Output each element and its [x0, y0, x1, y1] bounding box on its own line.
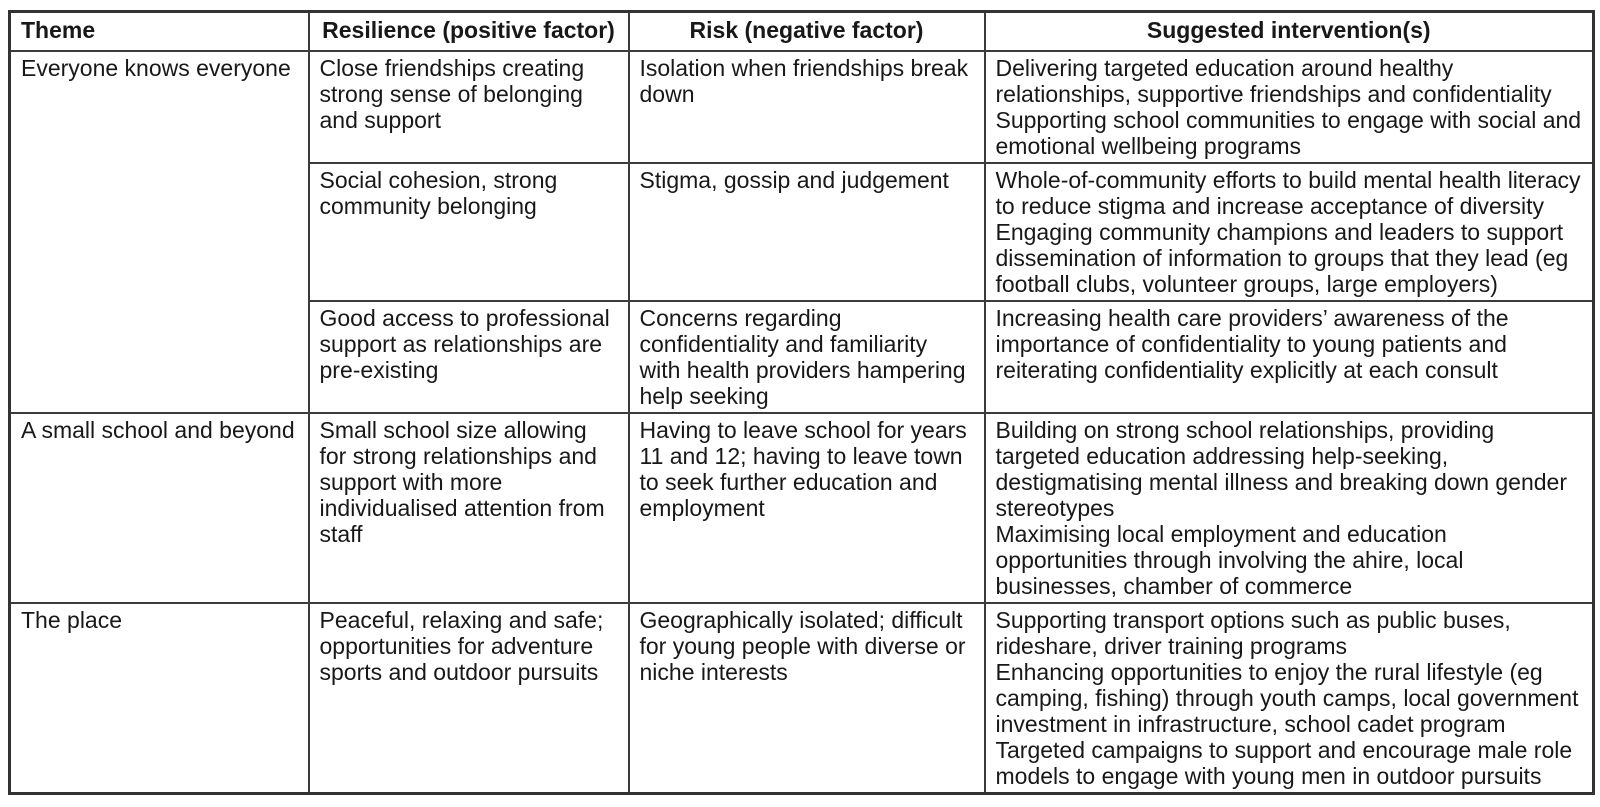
intervention-item: Whole-of-community efforts to build ment…	[995, 167, 1581, 219]
intervention-item: Supporting transport options such as pub…	[995, 607, 1511, 659]
theme-cell: A small school and beyond	[8, 412, 310, 604]
table-row: A small school and beyond Small school s…	[8, 412, 1595, 604]
interventions-cell: Increasing health care providers’ awaren…	[983, 300, 1595, 414]
risk-cell: Having to leave school for years 11 and …	[627, 412, 986, 604]
intervention-item: Enhancing opportunities to enjoy the rur…	[995, 659, 1579, 737]
column-header-theme: Theme	[8, 10, 310, 52]
intervention-item: Targeted campaigns to support and encour…	[995, 737, 1573, 789]
risk-cell: Stigma, gossip and judgement	[627, 162, 986, 302]
table-row: Good access to professional support as r…	[10, 300, 1595, 414]
resilience-cell: Social cohesion, strong community belong…	[307, 162, 630, 302]
table-row: Everyone knows everyone Close friendship…	[8, 50, 1595, 414]
intervention-item: Increasing health care providers’ awaren…	[995, 305, 1509, 383]
header-row: Theme Resilience (positive factor) Risk …	[8, 10, 1595, 52]
table-row: The place Peaceful, relaxing and safe; o…	[8, 602, 1595, 795]
column-header-resilience: Resilience (positive factor)	[307, 10, 630, 52]
interventions-cell: Building on strong school relationships,…	[983, 412, 1595, 604]
intervention-item: Maximising local employment and educatio…	[995, 521, 1464, 599]
themes-resilience-risk-table: Theme Resilience (positive factor) Risk …	[8, 10, 1595, 795]
intervention-item: Engaging community champions and leaders…	[995, 219, 1569, 297]
theme-cell: Everyone knows everyone	[8, 50, 310, 414]
table-row: Social cohesion, strong community belong…	[10, 162, 1595, 302]
resilience-cell: Small school size allowing for strong re…	[307, 412, 630, 604]
interventions-cell: Supporting transport options such as pub…	[983, 602, 1595, 795]
intervention-item: Building on strong school relationships,…	[995, 417, 1568, 521]
resilience-cell: Close friendships creating strong sense …	[307, 50, 630, 164]
resilience-cell: Peaceful, relaxing and safe; opportuniti…	[307, 602, 630, 795]
risk-cell: Isolation when friendships break down	[627, 50, 986, 164]
risk-cell: Concerns regarding confidentiality and f…	[627, 300, 986, 414]
column-header-interventions: Suggested intervention(s)	[983, 10, 1595, 52]
theme-cell: The place	[8, 602, 310, 795]
interventions-cell: Whole-of-community efforts to build ment…	[983, 162, 1595, 302]
intervention-item: Supporting school communities to engage …	[995, 107, 1582, 159]
resilience-cell: Good access to professional support as r…	[307, 300, 630, 414]
column-header-risk: Risk (negative factor)	[627, 10, 986, 52]
interventions-cell: Delivering targeted education around hea…	[983, 50, 1595, 164]
risk-cell: Geographically isolated; difficult for y…	[627, 602, 986, 795]
intervention-item: Delivering targeted education around hea…	[995, 55, 1552, 107]
